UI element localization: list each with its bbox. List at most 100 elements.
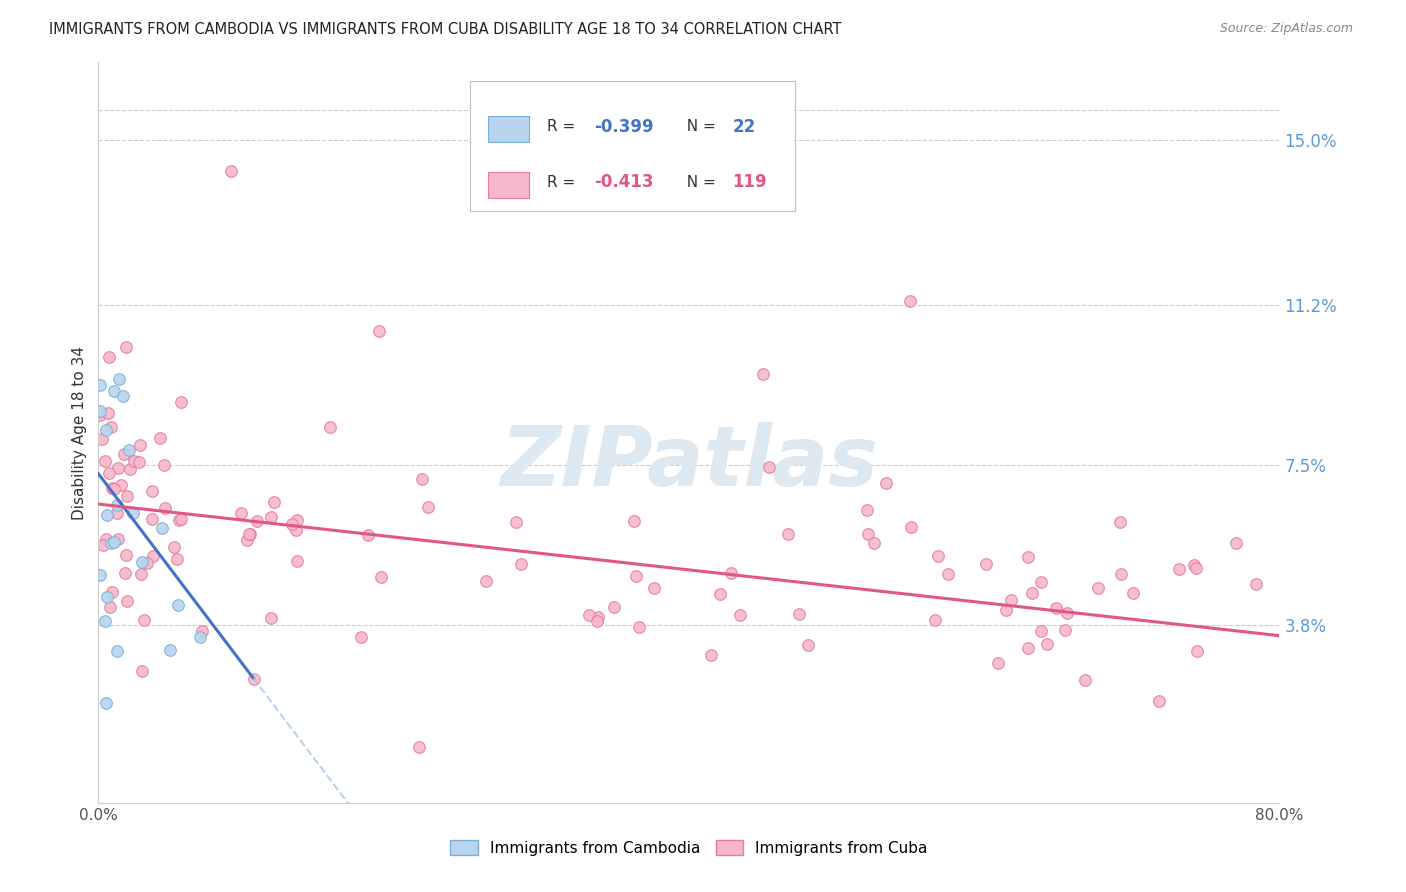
Point xyxy=(153,458,176,472)
Point xyxy=(368,324,391,338)
Point xyxy=(1017,549,1039,564)
Point xyxy=(153,500,176,515)
Point xyxy=(263,495,285,509)
Point xyxy=(105,499,128,513)
Point xyxy=(700,648,723,662)
Point xyxy=(758,460,780,475)
Point xyxy=(246,514,269,528)
Point xyxy=(285,554,308,568)
Point xyxy=(103,483,125,497)
Point xyxy=(1225,536,1247,550)
Point xyxy=(159,643,181,657)
Point xyxy=(169,512,191,526)
Point xyxy=(1021,586,1043,600)
Point xyxy=(131,555,153,569)
Point xyxy=(856,527,879,541)
Point xyxy=(995,603,1018,617)
Point xyxy=(586,614,609,628)
Point xyxy=(100,419,122,434)
Point xyxy=(1122,586,1144,600)
Point xyxy=(122,454,145,468)
Point xyxy=(94,614,117,628)
Point xyxy=(927,549,949,564)
Point xyxy=(98,599,121,614)
Point xyxy=(238,526,260,541)
Point xyxy=(900,520,922,534)
Point xyxy=(115,489,138,503)
Point xyxy=(875,476,897,491)
Point xyxy=(797,638,820,652)
Point xyxy=(1000,593,1022,607)
Text: N =: N = xyxy=(678,175,721,190)
Point xyxy=(1035,637,1057,651)
Point xyxy=(285,513,308,527)
Point xyxy=(1073,673,1095,688)
Point xyxy=(191,624,214,638)
Point xyxy=(900,293,922,308)
Point xyxy=(1185,644,1208,658)
Legend: Immigrants from Cambodia, Immigrants from Cuba: Immigrants from Cambodia, Immigrants fro… xyxy=(444,834,934,862)
Point xyxy=(350,630,373,644)
Point xyxy=(603,600,626,615)
Point xyxy=(105,506,128,520)
Point xyxy=(97,406,120,420)
Point xyxy=(100,536,122,550)
Point xyxy=(1244,577,1267,591)
Point xyxy=(623,514,645,528)
Point xyxy=(167,598,190,612)
Point xyxy=(89,404,111,418)
Point xyxy=(163,540,186,554)
Point xyxy=(1087,582,1109,596)
Text: 119: 119 xyxy=(733,173,768,192)
Point xyxy=(117,442,139,457)
Point xyxy=(115,594,138,608)
Point xyxy=(150,520,173,534)
Point xyxy=(114,566,136,580)
Point xyxy=(235,533,257,547)
Point xyxy=(626,569,648,583)
Text: IMMIGRANTS FROM CAMBODIA VS IMMIGRANTS FROM CUBA DISABILITY AGE 18 TO 34 CORRELA: IMMIGRANTS FROM CAMBODIA VS IMMIGRANTS F… xyxy=(49,22,842,37)
Point xyxy=(101,585,124,599)
Point xyxy=(787,607,810,622)
Point xyxy=(974,558,997,572)
Text: -0.399: -0.399 xyxy=(595,118,654,136)
Text: -0.413: -0.413 xyxy=(595,173,654,192)
Point xyxy=(108,371,131,385)
Point xyxy=(229,506,252,520)
Point xyxy=(643,582,665,596)
Point xyxy=(121,506,143,520)
Point xyxy=(89,408,111,422)
Point xyxy=(89,378,111,392)
Point xyxy=(1147,694,1170,708)
Point xyxy=(243,672,266,686)
Point xyxy=(115,548,138,562)
Point xyxy=(357,528,380,542)
Point xyxy=(101,481,124,495)
Y-axis label: Disability Age 18 to 34: Disability Age 18 to 34 xyxy=(72,345,87,520)
Point xyxy=(1029,575,1052,590)
Point xyxy=(170,395,193,409)
Point xyxy=(1109,566,1132,581)
Text: R =: R = xyxy=(547,120,581,135)
Point xyxy=(142,549,165,564)
Point xyxy=(1184,561,1206,575)
Point xyxy=(96,591,118,605)
Point xyxy=(136,556,159,570)
Point xyxy=(260,611,283,625)
Point xyxy=(411,472,433,486)
Point xyxy=(96,508,118,523)
Point xyxy=(924,613,946,627)
Point xyxy=(856,502,879,516)
Point xyxy=(1017,640,1039,655)
Point xyxy=(112,447,135,461)
Point xyxy=(1109,515,1132,529)
Text: ZIPatlas: ZIPatlas xyxy=(501,422,877,503)
Point xyxy=(510,557,533,571)
Point xyxy=(141,484,163,499)
Point xyxy=(114,340,136,354)
Point xyxy=(1045,601,1067,615)
Point xyxy=(105,644,128,658)
Point xyxy=(98,350,121,364)
Point xyxy=(1029,624,1052,639)
Point xyxy=(94,532,117,546)
